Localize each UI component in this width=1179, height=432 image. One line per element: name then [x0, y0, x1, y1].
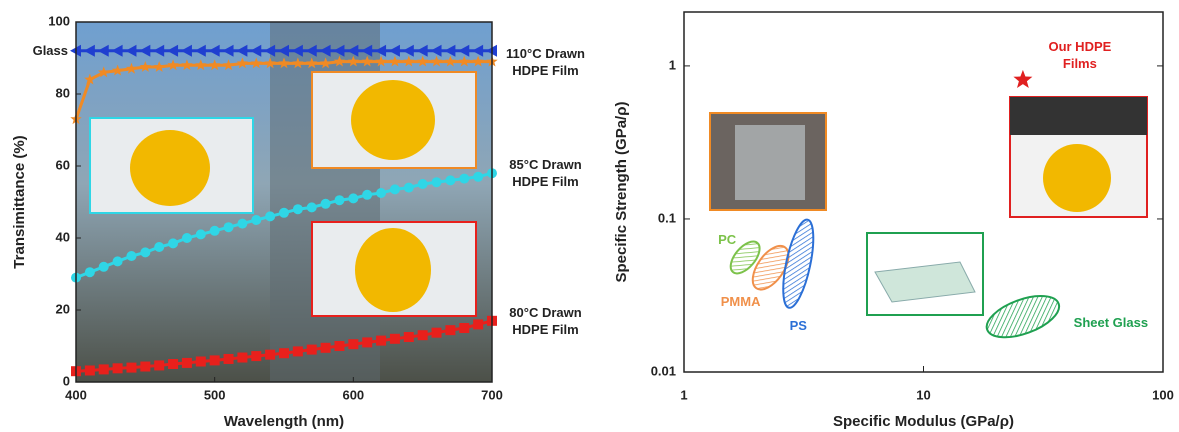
marker	[279, 348, 289, 358]
marker	[85, 267, 95, 277]
marker	[168, 359, 178, 369]
marker	[251, 351, 261, 361]
marker	[279, 208, 289, 218]
marker	[418, 179, 428, 189]
series-label: 110°C Drawn HDPE Film	[498, 45, 593, 79]
marker	[334, 195, 344, 205]
series-label: PC	[707, 231, 747, 248]
x-tick-label: 10	[916, 387, 930, 402]
marker	[445, 325, 455, 335]
x-tick-label: 600	[342, 387, 364, 402]
marker	[99, 262, 109, 272]
y-tick-label: 0.01	[651, 363, 676, 378]
y-tick-label: 60	[56, 157, 70, 172]
series-label: 80°C Drawn HDPE Film	[498, 304, 593, 338]
marker	[85, 365, 95, 375]
marker	[459, 323, 469, 333]
marker	[321, 199, 331, 209]
marker	[362, 337, 372, 347]
series-label: PS	[778, 317, 818, 334]
marker	[237, 353, 247, 363]
marker	[1013, 70, 1032, 88]
x-tick-label: 500	[204, 387, 226, 402]
y-axis-label: Transimittance (%)	[11, 135, 28, 268]
series-label: Glass	[8, 42, 68, 59]
region	[981, 288, 1064, 346]
series-label: Our HDPE Films	[1035, 38, 1125, 72]
marker	[126, 363, 136, 373]
figure: 400 500 600 700 0 20 40 60 80 100 Wavelength (nm) T…	[0, 0, 1179, 432]
flower	[355, 228, 431, 312]
marker	[224, 222, 234, 232]
marker	[390, 184, 400, 194]
marker	[445, 175, 455, 185]
marker	[99, 364, 109, 374]
marker	[404, 183, 414, 193]
y-tick-label: 0	[63, 373, 70, 388]
marker	[418, 330, 428, 340]
marker	[293, 204, 303, 214]
y-tick-label: 1	[669, 57, 676, 72]
marker	[224, 354, 234, 364]
flower	[351, 80, 435, 160]
marker	[390, 334, 400, 344]
marker	[182, 233, 192, 243]
marker	[265, 350, 275, 360]
y-tick-label: 0.1	[658, 210, 676, 225]
marker	[473, 319, 483, 329]
marker	[307, 345, 317, 355]
y-tick-label: 20	[56, 301, 70, 316]
marker	[376, 336, 386, 346]
x-tick-label: 400	[65, 387, 87, 402]
marker	[376, 188, 386, 198]
y-tick-label: 80	[56, 85, 70, 100]
marker	[113, 256, 123, 266]
marker	[113, 363, 123, 373]
marker	[251, 215, 261, 225]
marker	[154, 242, 164, 252]
marker	[362, 190, 372, 200]
marker	[348, 339, 358, 349]
x-axis-label: Specific Modulus (GPa/ρ)	[833, 413, 1014, 430]
marker	[140, 247, 150, 257]
marker	[348, 193, 358, 203]
marker	[459, 174, 469, 184]
marker	[182, 358, 192, 368]
y-axis-label: Specific Strength (GPa/ρ)	[613, 102, 630, 283]
x-tick-label: 1	[680, 387, 687, 402]
marker	[210, 226, 220, 236]
series-label: PMMA	[711, 293, 771, 310]
marker	[307, 202, 317, 212]
marker	[210, 355, 220, 365]
film-photo	[1010, 97, 1147, 135]
series-label: 85°C Drawn HDPE Film	[498, 156, 593, 190]
x-tick-label: 700	[481, 387, 503, 402]
sheet	[735, 125, 805, 200]
marker	[432, 328, 442, 338]
marker	[334, 341, 344, 351]
marker	[154, 360, 164, 370]
marker	[473, 172, 483, 182]
flower	[130, 130, 210, 206]
flower	[1043, 144, 1111, 212]
marker	[168, 238, 178, 248]
x-tick-label: 100	[1152, 387, 1174, 402]
y-tick-label: 100	[48, 13, 70, 28]
marker	[321, 343, 331, 353]
marker	[265, 211, 275, 221]
marker	[432, 177, 442, 187]
marker	[140, 362, 150, 372]
marker	[196, 229, 206, 239]
marker	[196, 356, 206, 366]
y-tick-label: 40	[56, 229, 70, 244]
marker	[237, 219, 247, 229]
x-axis-label: Wavelength (nm)	[224, 413, 344, 430]
marker	[126, 251, 136, 261]
marker	[404, 332, 414, 342]
series-label: Sheet Glass	[1061, 314, 1161, 331]
marker	[293, 346, 303, 356]
